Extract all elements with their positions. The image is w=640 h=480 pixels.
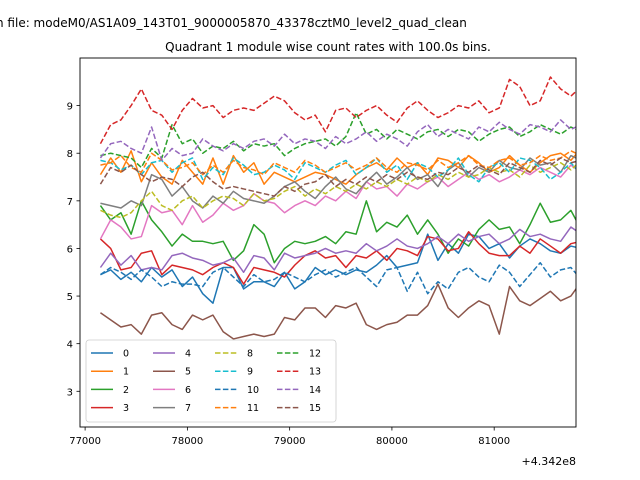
y-tick-label: 8: [67, 149, 73, 160]
y-tick-label: 4: [67, 340, 73, 351]
legend-label-3: 3: [123, 403, 129, 414]
legend-label-15: 15: [309, 403, 321, 414]
series-line-4: [99, 226, 576, 274]
y-axis: 3 4 5 6 7 8 9: [67, 102, 80, 398]
legend-label-11: 11: [247, 403, 259, 414]
legend-label-6: 6: [185, 385, 191, 396]
legend-label-0: 0: [123, 349, 129, 360]
legend-label-13: 13: [309, 367, 321, 378]
series-line-3: [99, 231, 576, 285]
legend-label-7: 7: [185, 403, 191, 414]
series-line-5: [100, 283, 576, 340]
chart-title: Quadrant 1 module wise count rates with …: [165, 40, 491, 54]
series-line-15: [99, 157, 576, 197]
series-line-0: [100, 233, 576, 304]
series-line-13: [99, 76, 576, 145]
legend-box: [85, 339, 337, 423]
legend-label-14: 14: [309, 385, 321, 396]
series-line-7: [100, 154, 576, 209]
series-line-9: [100, 157, 576, 183]
plot-frame: [79, 57, 577, 428]
legend-label-12: 12: [309, 349, 321, 360]
legend-label-10: 10: [247, 385, 259, 396]
y-tick-label: 5: [67, 292, 73, 303]
series-layer: [99, 76, 576, 340]
legend-label-5: 5: [185, 367, 191, 378]
x-tick-label: 77000: [69, 436, 101, 447]
legend-label-1: 1: [123, 367, 129, 378]
series-line-12: [100, 112, 576, 169]
x-tick-label: 79000: [274, 436, 306, 447]
legend-label-4: 4: [185, 349, 191, 360]
chart-suptitle: n file: modeM0/AS1A09_143T01_9000005870_…: [0, 16, 467, 30]
x-tick-label: 81000: [478, 436, 510, 447]
x-offset-label: +4.342e8: [522, 455, 576, 468]
legend-label-8: 8: [247, 349, 253, 360]
legend-label-9: 9: [247, 367, 253, 378]
series-line-10: [100, 261, 576, 295]
legend-label-2: 2: [123, 385, 129, 396]
series-line-2: [99, 200, 576, 264]
y-tick-label: 3: [67, 387, 73, 398]
series-line-8: [100, 162, 576, 219]
x-axis: 77000 78000 79000 80000 81000: [69, 427, 510, 447]
y-tick-label: 9: [67, 102, 73, 113]
x-tick-label: 78000: [171, 436, 203, 447]
series-line-6: [99, 164, 576, 240]
x-tick-label: 80000: [376, 436, 408, 447]
series-line-14: [99, 119, 576, 162]
y-tick-label: 6: [67, 244, 73, 255]
y-tick-label: 7: [67, 197, 73, 208]
series-line-11: [100, 150, 576, 176]
